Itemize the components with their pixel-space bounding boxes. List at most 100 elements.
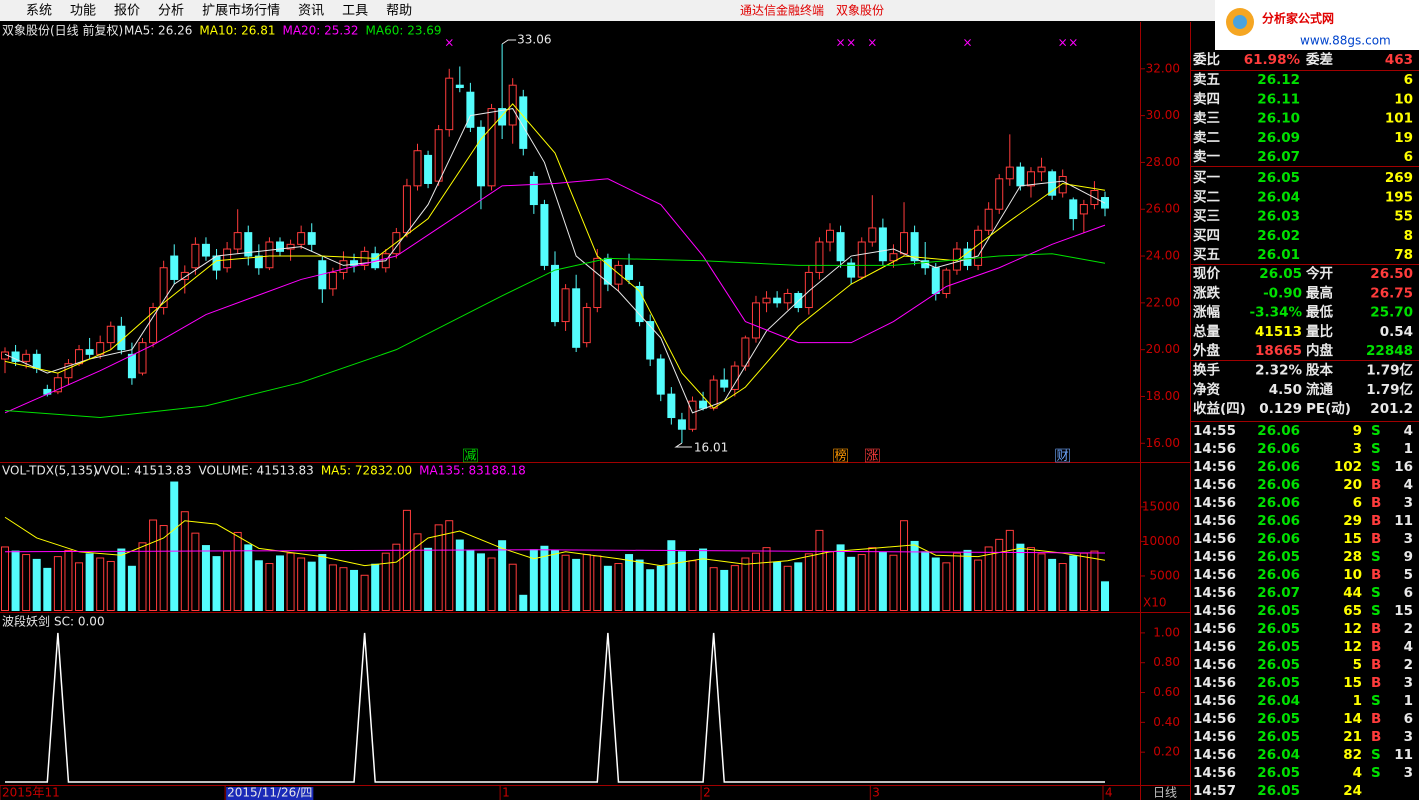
tick-count: 4 <box>1404 639 1413 655</box>
tick-side: S <box>1371 441 1381 457</box>
stat-label: 最低 <box>1306 304 1334 321</box>
stat-label: 内盘 <box>1306 342 1334 359</box>
top-marker: × <box>836 36 846 50</box>
candle-body <box>466 91 475 128</box>
tick-count: 3 <box>1404 765 1413 781</box>
volume-bar <box>878 551 887 611</box>
candle-body <box>170 255 179 280</box>
candle-body <box>11 351 20 362</box>
volume-bar <box>339 567 348 612</box>
menu-item[interactable]: 分析 <box>158 4 184 19</box>
tick-price: 26.06 <box>1257 477 1300 493</box>
candle-body <box>106 325 115 344</box>
tick-side: B <box>1371 621 1381 637</box>
tick-time: 14:56 <box>1193 477 1236 493</box>
volume-bar <box>53 556 62 612</box>
volume-bar <box>1058 563 1067 611</box>
candle-body <box>392 232 401 255</box>
candle-body <box>646 321 655 360</box>
menu-item[interactable]: 扩展市场行情 <box>202 3 280 19</box>
stat-label: 量比 <box>1306 323 1333 340</box>
tick-volume: 15 <box>1343 675 1362 691</box>
menu-item[interactable]: 功能 <box>70 4 96 19</box>
book-volume: 6 <box>1404 72 1413 88</box>
top-marker: × <box>846 36 856 50</box>
volume-bar <box>265 563 274 611</box>
candle-body <box>149 307 158 344</box>
volume-bar <box>96 557 105 611</box>
volume-bar <box>307 561 316 612</box>
tick-side: B <box>1371 675 1381 691</box>
candle-body <box>889 253 898 262</box>
candle-body <box>1037 166 1046 173</box>
stat-label: 涨幅 <box>1193 304 1221 321</box>
book-price: 26.05 <box>1257 170 1300 186</box>
candle-body <box>276 241 284 252</box>
volume-bar <box>328 564 337 611</box>
book-volume: 6 <box>1404 149 1413 165</box>
volume-bar <box>149 519 158 612</box>
candle-body <box>445 77 454 131</box>
book-volume: 10 <box>1394 91 1413 107</box>
tick-time: 14:56 <box>1193 531 1236 547</box>
candle-body <box>677 419 686 430</box>
candle-body <box>265 241 274 269</box>
candle-body <box>667 393 676 419</box>
y-tick-label: 16.00 <box>1146 436 1180 450</box>
volume-bar <box>22 554 31 611</box>
tick-price: 26.04 <box>1257 747 1300 763</box>
x-axis-highlight <box>226 787 314 800</box>
tick-price: 26.05 <box>1257 549 1300 565</box>
tick-volume: 65 <box>1343 603 1362 619</box>
tick-side: S <box>1371 747 1381 763</box>
volume-bar <box>857 554 866 611</box>
stock-title: 双象股份 <box>836 4 884 18</box>
candle-body <box>931 267 940 294</box>
candle-body <box>751 302 760 339</box>
candle-body <box>593 257 602 309</box>
y-tick-label: 1.00 <box>1153 625 1180 639</box>
tick-side: S <box>1371 549 1381 565</box>
candle-body <box>984 208 993 231</box>
volume-bar <box>921 551 930 612</box>
candle-body <box>995 178 1004 210</box>
volume-bar <box>297 557 306 611</box>
book-price: 26.07 <box>1257 149 1300 165</box>
y-tick-label: 0.60 <box>1153 685 1180 699</box>
x-axis-label: 4 <box>1105 786 1113 800</box>
volume-bar <box>783 565 792 611</box>
menu-item[interactable]: 报价 <box>114 4 140 19</box>
tick-price: 26.06 <box>1257 441 1300 457</box>
stat-value: 2.32% <box>1255 363 1302 379</box>
volume-bar <box>466 549 475 611</box>
volume-bar <box>625 554 634 611</box>
tick-time: 14:56 <box>1193 729 1236 745</box>
candle-body <box>22 353 31 362</box>
tick-time: 14:56 <box>1193 567 1236 583</box>
volume-bar <box>1090 550 1099 611</box>
x-axis-label: 2 <box>703 786 711 800</box>
logo-text: 分析家公式网 <box>1262 11 1334 26</box>
candle-body <box>1026 171 1035 187</box>
volume-bar <box>487 557 496 611</box>
candle-body <box>815 241 824 273</box>
menu-item[interactable]: 帮助 <box>386 4 412 19</box>
tick-price: 26.05 <box>1257 783 1300 799</box>
candle-body <box>688 400 697 430</box>
tick-count: 4 <box>1404 423 1413 439</box>
candle-body <box>328 271 337 290</box>
tick-price: 26.05 <box>1257 657 1300 673</box>
volume-bar <box>201 545 210 611</box>
volume-bar <box>942 562 951 611</box>
menu-item[interactable]: 资讯 <box>298 4 324 19</box>
tick-price: 26.07 <box>1257 585 1300 601</box>
tick-side: S <box>1371 423 1381 439</box>
tick-time: 14:56 <box>1193 639 1236 655</box>
menu-item[interactable]: 工具 <box>342 4 368 19</box>
tick-time: 14:56 <box>1193 711 1236 727</box>
volume-bar <box>762 547 771 611</box>
book-price: 26.02 <box>1257 228 1300 244</box>
event-marker: 减 <box>464 449 476 463</box>
menu-item[interactable]: 系统 <box>26 4 52 19</box>
